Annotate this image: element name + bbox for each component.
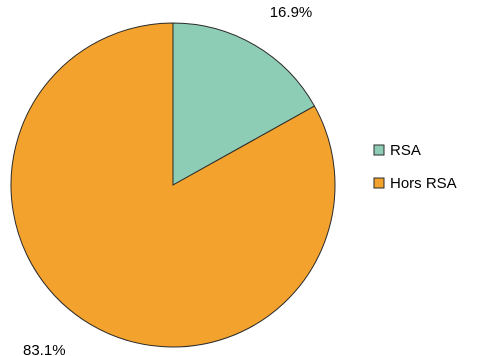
- legend-swatch-hors-rsa: [373, 177, 385, 189]
- legend-label-hors-rsa: Hors RSA: [390, 175, 457, 192]
- pie-slice-hors-rsa: [10, 22, 336, 348]
- data-label-hors-rsa: 83.1%: [23, 342, 66, 356]
- legend-swatch-rsa: [373, 144, 385, 156]
- data-label-rsa: 16.9%: [270, 4, 313, 21]
- chart-legend: RSA Hors RSA: [373, 142, 457, 192]
- pie-data-labels: 16.9% 83.1%: [23, 4, 312, 356]
- legend-label-rsa: RSA: [390, 142, 421, 159]
- pie-slices: [10, 22, 336, 348]
- pie-slice-rsa: [172, 22, 316, 186]
